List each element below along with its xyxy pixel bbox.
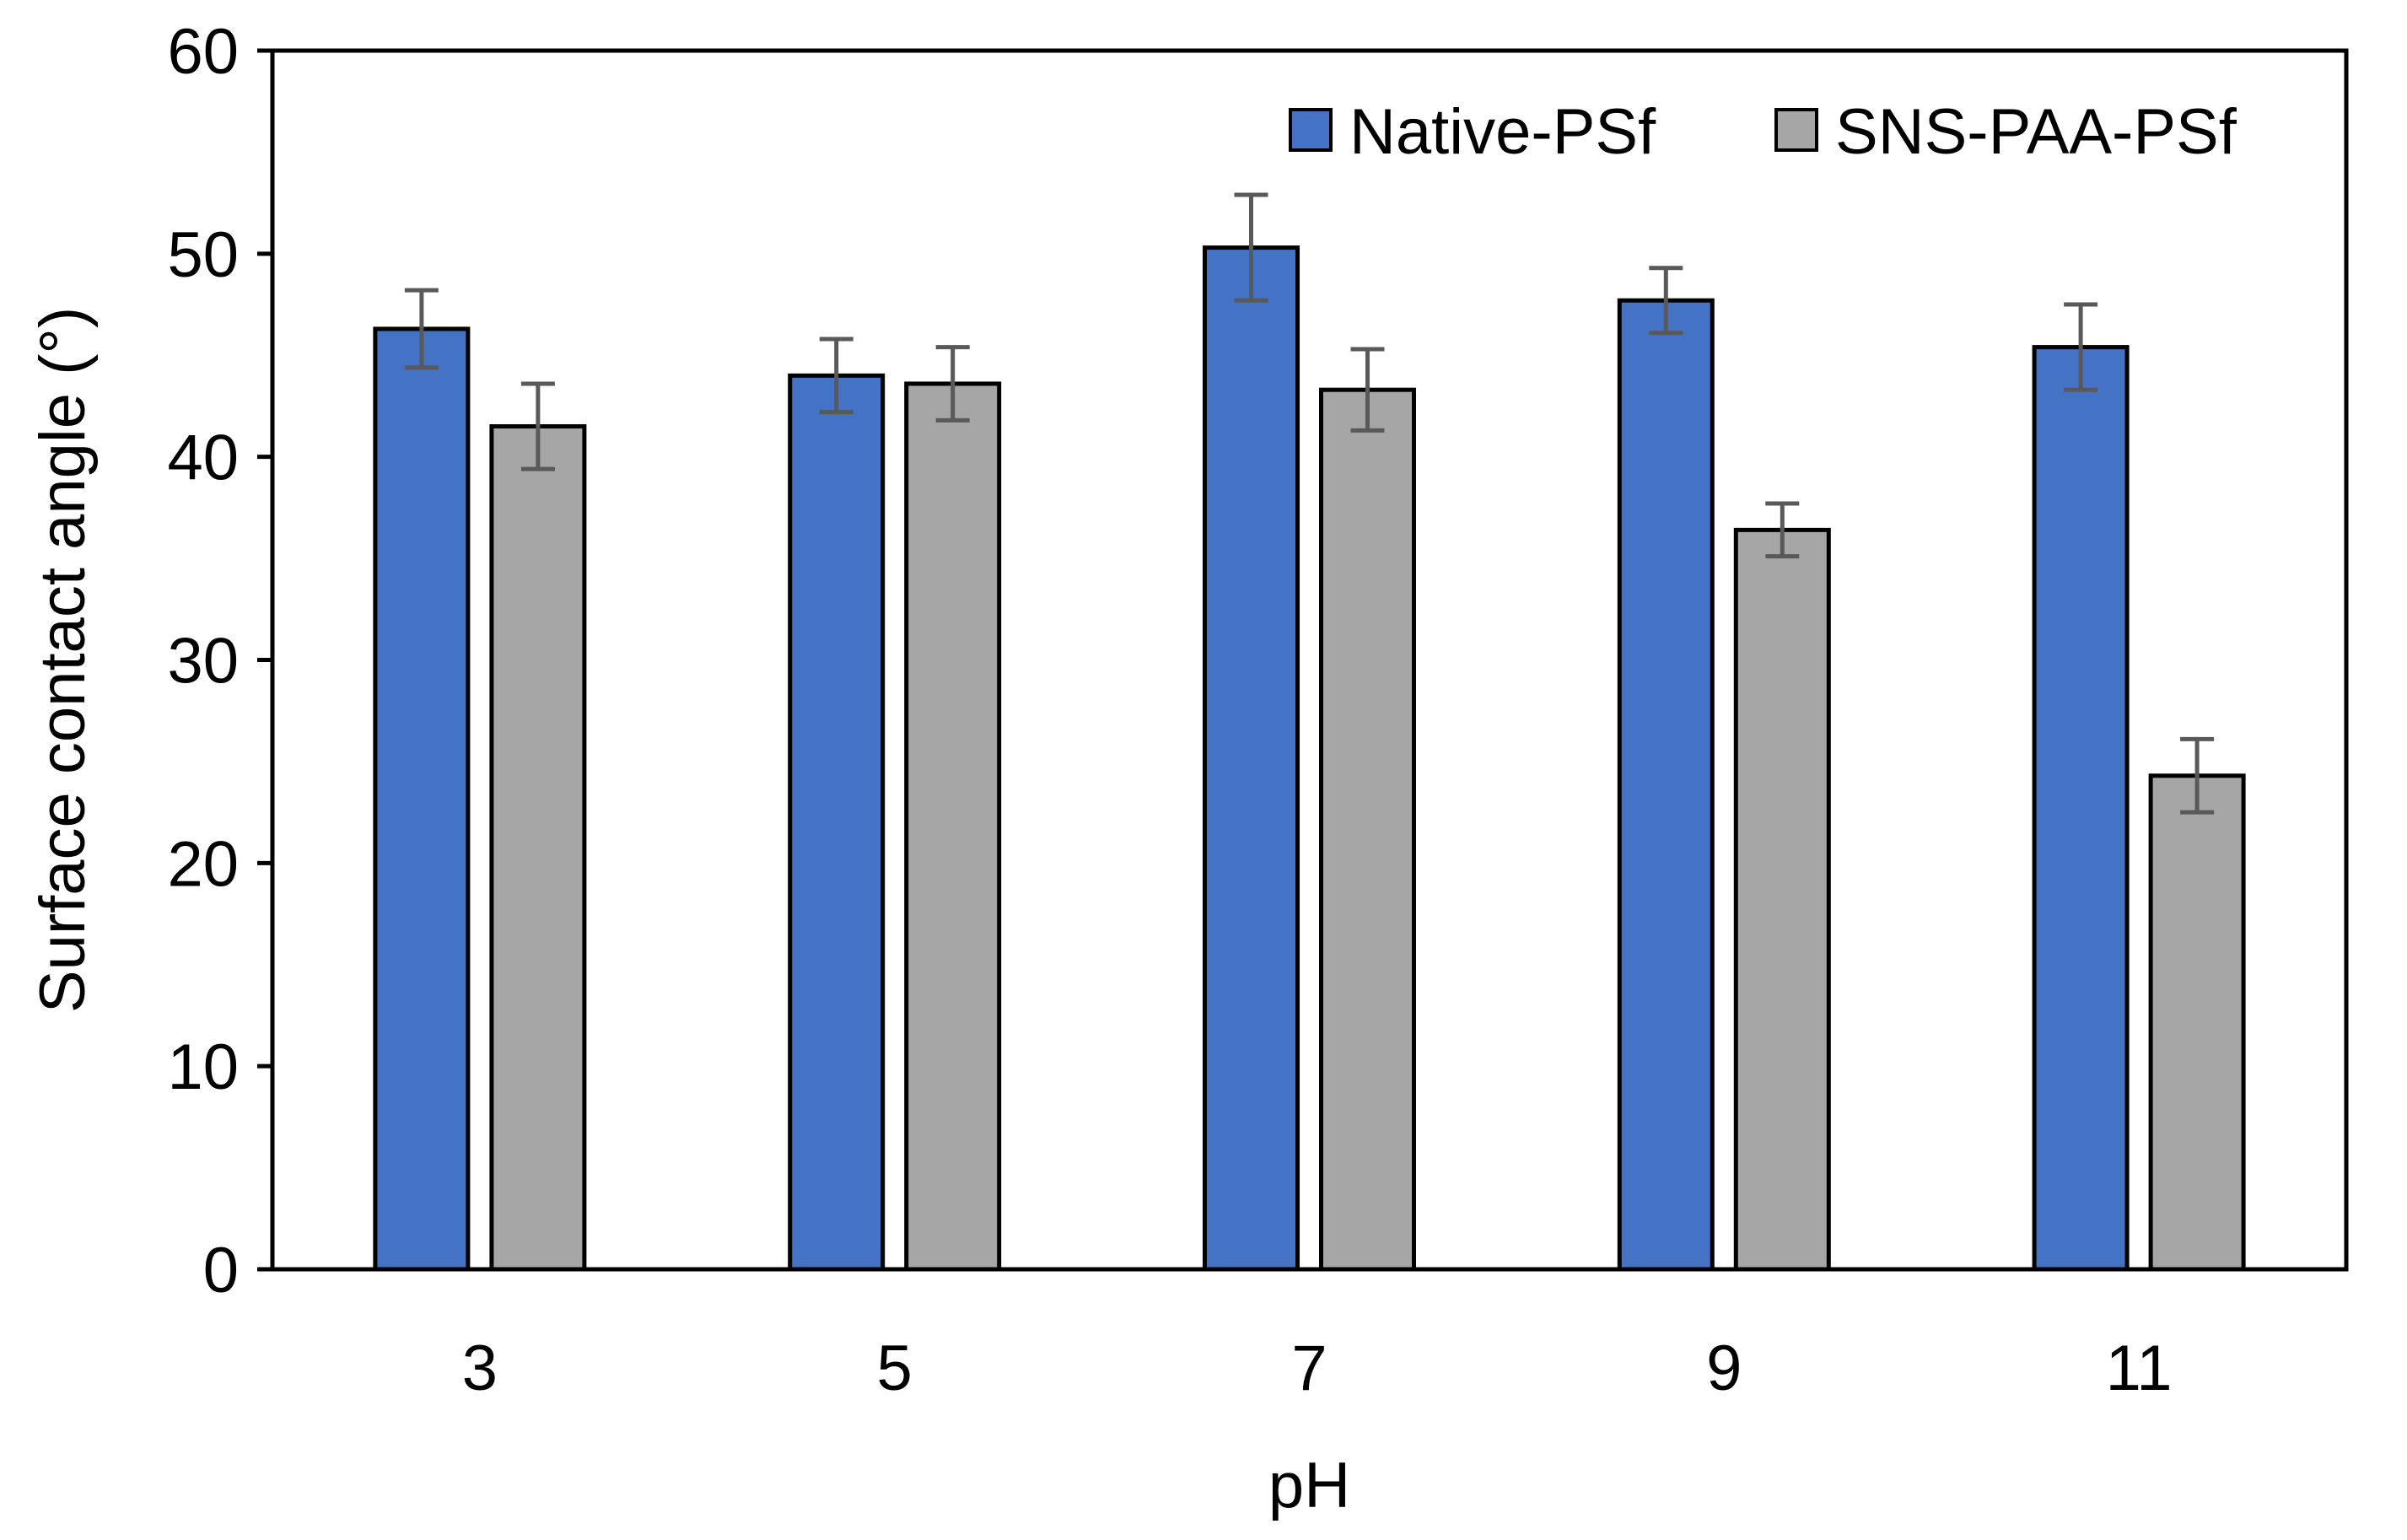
bar-sns-paa-psf-ph-5 (904, 381, 1002, 1272)
x-tick-label: 7 (1291, 1333, 1327, 1404)
legend-label-native-psf: Native-PSf (1349, 96, 1656, 168)
bar-native-psf-ph-7 (1203, 245, 1300, 1272)
y-tick-label: 30 (167, 626, 239, 697)
bar-sns-paa-psf-ph-11 (2148, 773, 2246, 1272)
y-axis-title: Surface contact angle (°) (27, 307, 99, 1013)
y-tick-label: 50 (167, 219, 239, 291)
bar-sns-paa-psf-ph-7 (1319, 387, 1416, 1272)
y-tick-label: 0 (203, 1235, 239, 1306)
legend-swatch-native-psf (1289, 108, 1333, 152)
legend-label-sns-paa-psf: SNS-PAA-PSf (1835, 96, 2237, 168)
y-tick-label: 10 (167, 1031, 239, 1103)
x-tick-label: 5 (877, 1333, 913, 1404)
bar-sns-paa-psf-ph-3 (489, 424, 587, 1272)
bar-native-psf-ph-3 (373, 326, 471, 1272)
bar-native-psf-ph-9 (1617, 298, 1715, 1272)
y-tick-label: 60 (167, 16, 239, 88)
bar-native-psf-ph-5 (788, 373, 886, 1272)
legend-swatch-sns-paa-psf (1774, 108, 1818, 152)
y-tick-label: 40 (167, 423, 239, 494)
y-tick-label: 20 (167, 828, 239, 900)
bar-native-psf-ph-11 (2032, 345, 2130, 1272)
x-tick-label: 9 (1706, 1333, 1742, 1404)
bar-sns-paa-psf-ph-9 (1733, 527, 1831, 1272)
x-axis-title: pH (1268, 1450, 1350, 1521)
x-tick-label: 11 (2106, 1333, 2173, 1404)
x-tick-label: 3 (462, 1333, 498, 1404)
